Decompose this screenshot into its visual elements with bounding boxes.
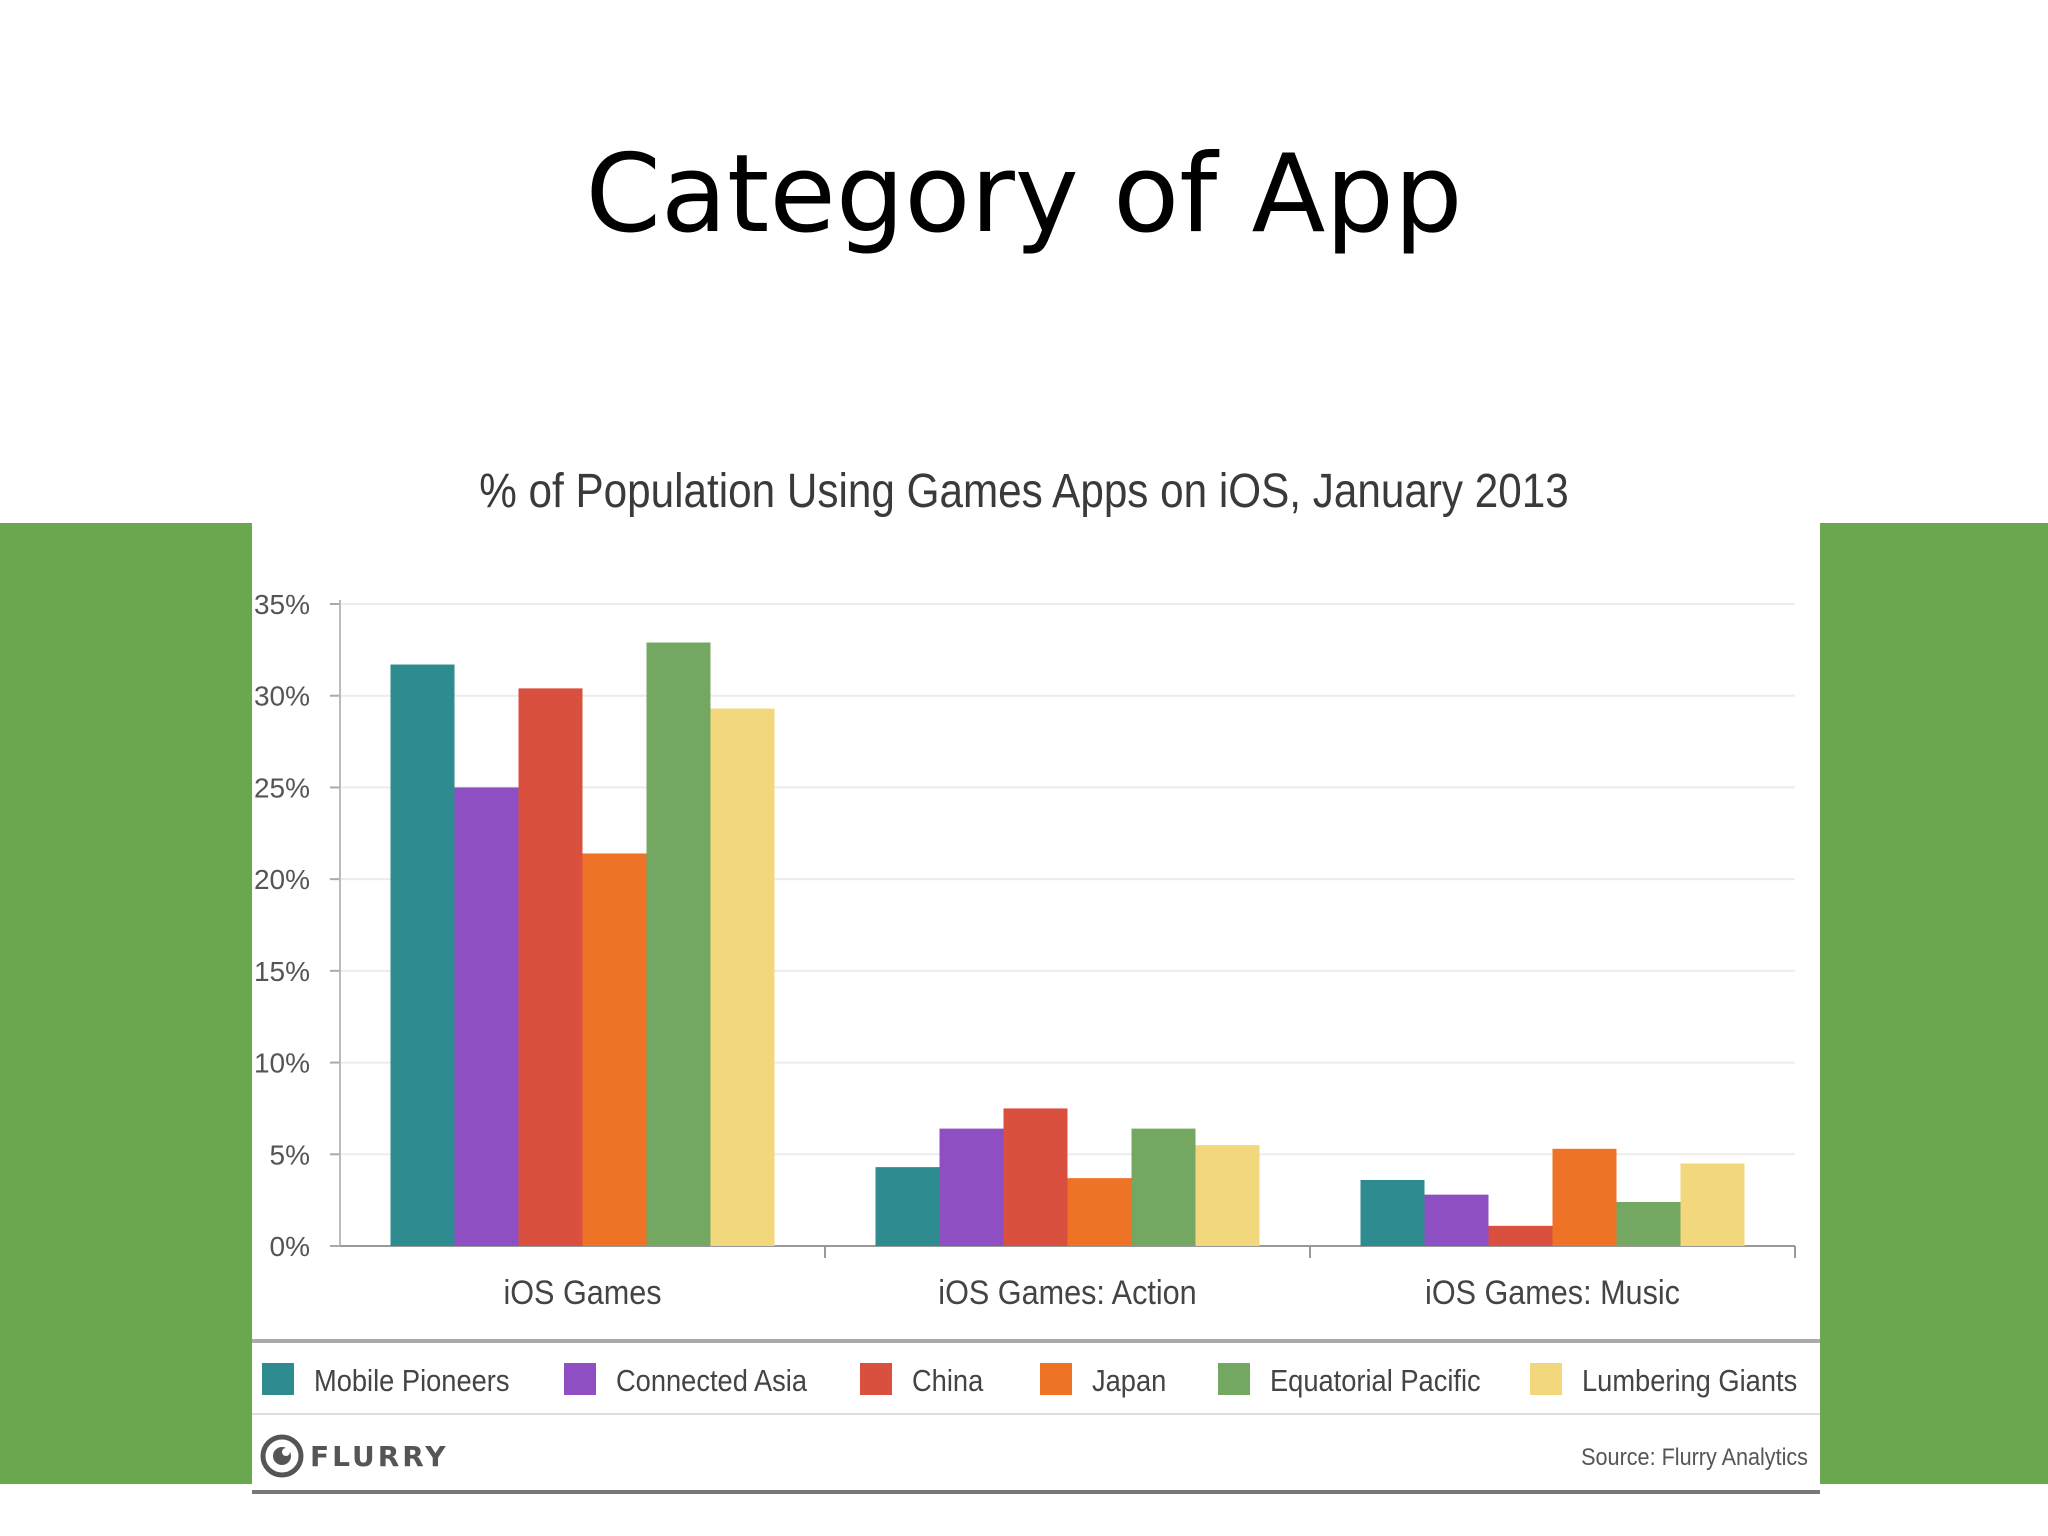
bar-lumbering-giants-2 [1195, 1145, 1260, 1246]
bar-mobile-pioneers-2 [875, 1167, 940, 1246]
bar-equatorial-pacific-3 [1616, 1201, 1681, 1246]
legend-label: Mobile Pioneers [314, 1364, 510, 1398]
bar-connected-asia-2 [939, 1128, 1004, 1246]
bar-lumbering-giants-3 [1680, 1163, 1745, 1246]
bars [390, 642, 1745, 1246]
category-labels: iOS Games iOS Games: Action iOS Games: Mus… [503, 1274, 1679, 1312]
y-tick-label: 15% [254, 956, 310, 987]
bar-mobile-pioneers-1 [390, 664, 455, 1246]
bar-china-1 [518, 688, 583, 1246]
legend-label: China [912, 1364, 984, 1398]
slide-title: Category of App [585, 132, 1463, 257]
y-tick-label: 0% [270, 1231, 310, 1262]
legend-label: Equatorial Pacific [1270, 1364, 1481, 1398]
y-tick-label: 30% [254, 681, 310, 712]
legend-label: Lumbering Giants [1582, 1364, 1797, 1398]
legend-label: Japan [1092, 1364, 1166, 1398]
legend-label: Connected Asia [616, 1364, 808, 1398]
source-note: Source: Flurry Analytics [1581, 1443, 1808, 1470]
bar-japan-2 [1067, 1178, 1132, 1246]
bar-mobile-pioneers-3 [1360, 1179, 1425, 1246]
y-tick-label: 35% [254, 589, 310, 620]
bar-connected-asia-1 [454, 787, 519, 1246]
flurry-brand: FLURRY [310, 1440, 449, 1473]
y-tick-label: 10% [254, 1048, 310, 1079]
legend-swatch [1040, 1363, 1072, 1395]
legend-swatch [1530, 1363, 1562, 1395]
category-label: iOS Games: Music [1425, 1274, 1680, 1312]
bar-japan-1 [582, 853, 647, 1246]
legend: Mobile Pioneers Connected Asia China Japan E… [252, 1339, 1820, 1398]
bar-equatorial-pacific-1 [646, 642, 711, 1246]
chart-footer: FLURRY Source: Flurry Analytics [252, 1413, 1820, 1494]
legend-swatch [860, 1363, 892, 1395]
y-tick-labels: 0% 5% 10% 15% 20% 25% 30% 35% [254, 589, 310, 1262]
y-tick-label: 20% [254, 864, 310, 895]
y-tick-label: 5% [270, 1139, 310, 1170]
category-label: iOS Games [503, 1274, 661, 1312]
legend-swatch [564, 1363, 596, 1395]
bar-equatorial-pacific-2 [1131, 1128, 1196, 1246]
bar-china-2 [1003, 1108, 1068, 1246]
y-tick-label: 25% [254, 772, 310, 803]
chart-title: % of Population Using Games Apps on iOS,… [479, 465, 1569, 518]
bar-japan-3 [1552, 1148, 1617, 1246]
category-label: iOS Games: Action [938, 1274, 1196, 1312]
right-green-band [1820, 523, 2048, 1484]
flurry-logo-icon [260, 1434, 304, 1478]
bar-connected-asia-3 [1424, 1194, 1489, 1246]
legend-swatch [262, 1363, 294, 1395]
bar-china-3 [1488, 1225, 1553, 1246]
left-green-band [0, 523, 252, 1484]
bar-lumbering-giants-1 [710, 708, 775, 1246]
legend-swatch [1218, 1363, 1250, 1395]
